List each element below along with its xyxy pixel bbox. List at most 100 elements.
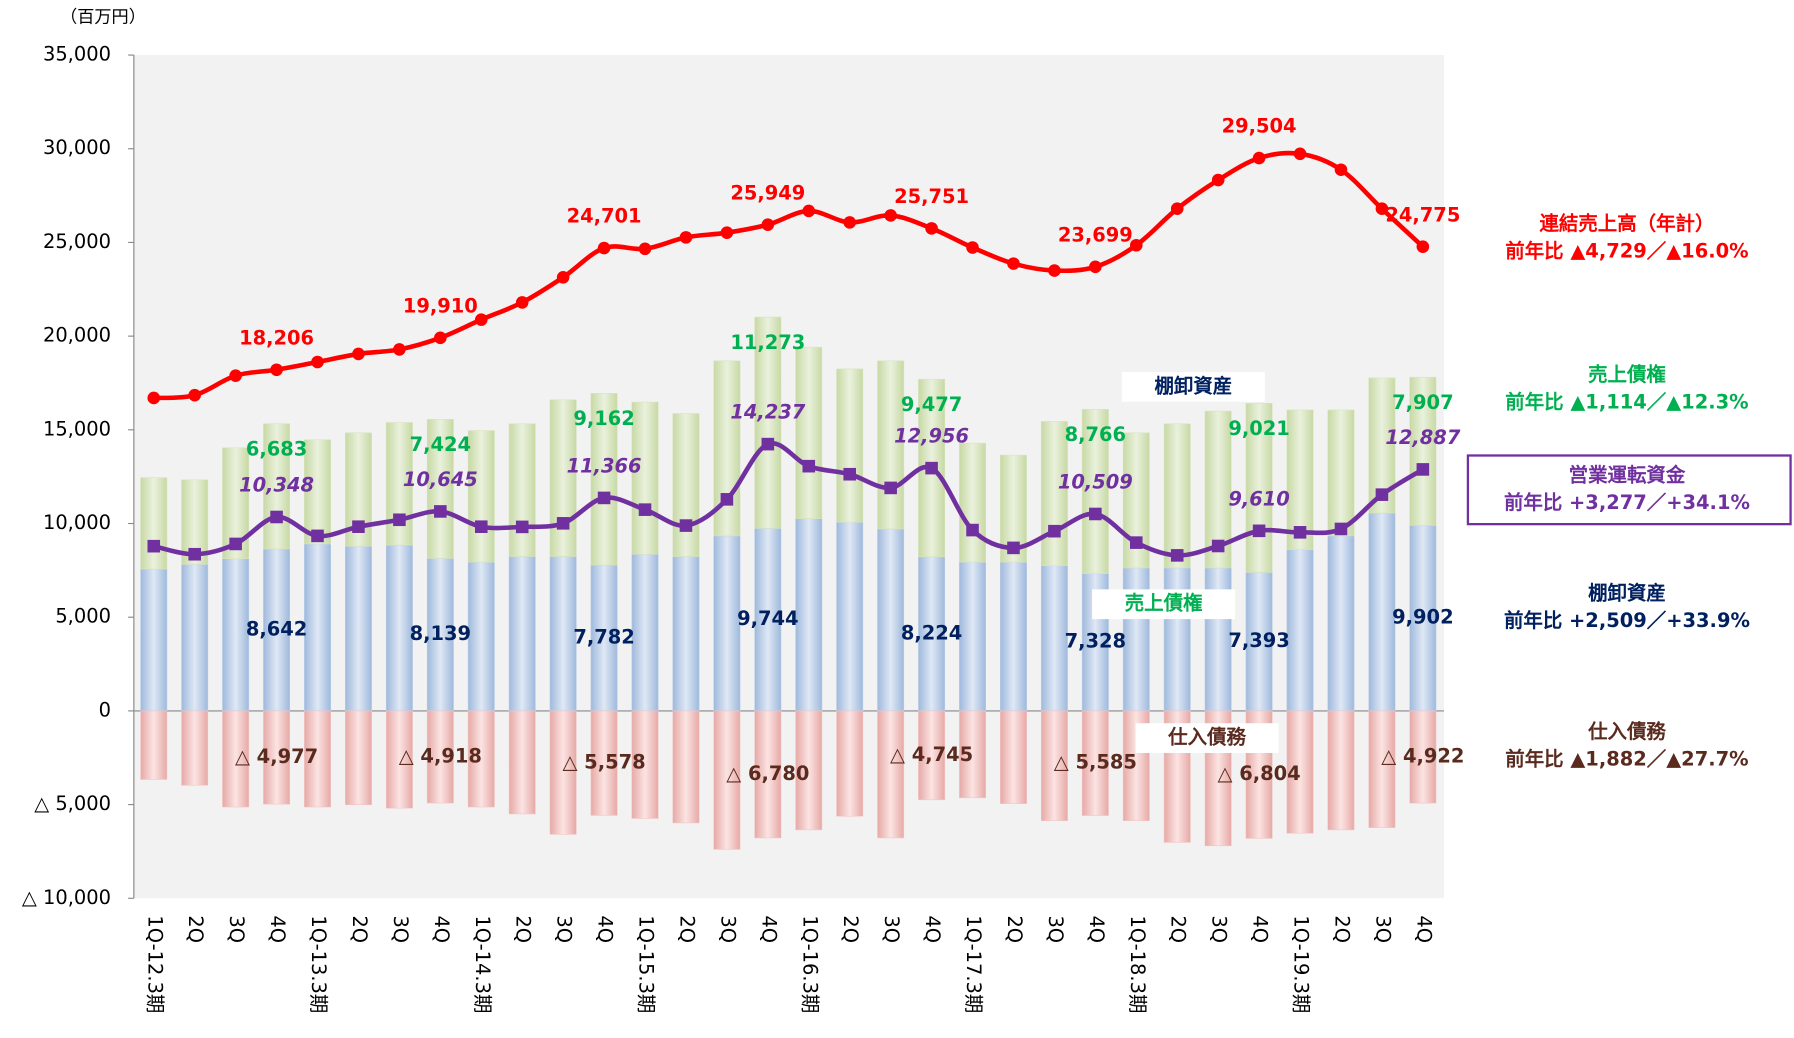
y-tick-label: 35,000 — [43, 43, 111, 66]
bar — [877, 360, 905, 530]
marker — [556, 270, 570, 284]
marker — [802, 204, 816, 218]
marker — [679, 231, 693, 244]
bar — [140, 568, 168, 712]
data-label: 9,610 — [1228, 487, 1289, 510]
x-tick-label: 4Q — [594, 915, 617, 943]
bar — [140, 477, 168, 570]
marker — [1375, 488, 1389, 501]
data-label: 18,206 — [239, 326, 314, 349]
annotation-note: 前年比 ▲1,882／▲27.7% — [1505, 747, 1748, 770]
bar — [1081, 409, 1109, 574]
y-tick-label: △ 10,000 — [22, 886, 111, 909]
bar — [959, 561, 986, 712]
bar — [836, 521, 864, 712]
data-label: 9,902 — [1392, 606, 1453, 629]
x-tick-label: 2Q — [1167, 915, 1190, 943]
bar — [1000, 561, 1027, 712]
marker — [434, 505, 447, 518]
x-tick-label: 1Q-12.3期 — [143, 915, 166, 1013]
bar — [795, 346, 823, 519]
x-tick-label: 1Q-15.3期 — [635, 915, 658, 1013]
bar — [549, 399, 577, 557]
marker — [556, 517, 570, 530]
x-tick-label: 3Q — [553, 915, 576, 943]
data-label: 7,424 — [410, 433, 471, 456]
data-label: △ 5,585 — [1054, 751, 1137, 774]
marker — [1129, 238, 1143, 252]
bar — [467, 430, 495, 563]
bar — [1409, 376, 1437, 526]
bar — [672, 413, 700, 557]
marker — [597, 491, 611, 505]
data-label: △ 5,578 — [562, 751, 645, 774]
marker — [966, 241, 979, 254]
data-label: △ 4,977 — [235, 745, 318, 768]
marker — [515, 520, 529, 534]
data-label: 8,766 — [1065, 423, 1126, 446]
data-label: 23,699 — [1058, 223, 1133, 246]
x-tick-label: 3Q — [389, 915, 412, 943]
y-tick-label: △ 5,000 — [34, 792, 111, 815]
bar — [1409, 710, 1437, 804]
x-tick-label: 4Q — [1412, 915, 1435, 943]
y-tick-label: 25,000 — [43, 230, 111, 253]
data-label: △ 6,804 — [1217, 762, 1300, 785]
annotation-note: 前年比 ▲1,114／▲12.3% — [1505, 390, 1748, 413]
data-label: 10,645 — [403, 468, 478, 491]
marker — [1334, 163, 1348, 177]
x-tick-label: 2Q — [184, 915, 207, 943]
bar — [1245, 572, 1273, 712]
x-tick-label: 2Q — [675, 915, 698, 943]
bar — [672, 710, 700, 824]
bar — [631, 553, 659, 712]
bar — [1040, 565, 1068, 712]
bar — [1286, 549, 1314, 712]
bar — [467, 710, 495, 808]
data-label: △ 4,922 — [1381, 745, 1464, 768]
bar — [304, 543, 331, 712]
marker — [188, 547, 201, 561]
bar — [385, 544, 413, 712]
data-label: 14,237 — [730, 401, 805, 424]
marker — [474, 313, 488, 326]
data-label: 12,956 — [894, 425, 969, 448]
marker — [1293, 147, 1307, 161]
bar — [508, 710, 536, 815]
bar — [918, 710, 946, 801]
bar — [795, 710, 823, 831]
annotation-note: 前年比 +2,509／+33.9% — [1504, 609, 1750, 632]
bar — [1327, 535, 1355, 712]
bar — [1000, 710, 1027, 804]
x-tick-label: 3Q — [716, 915, 739, 943]
bar — [1368, 710, 1396, 828]
x-tick-label: 4Q — [921, 915, 944, 943]
x-tick-label: 2Q — [348, 915, 371, 943]
marker — [393, 513, 406, 527]
x-tick-label: 1Q-17.3期 — [962, 915, 985, 1013]
marker — [638, 242, 652, 256]
data-label: 11,366 — [567, 455, 642, 478]
data-label: 11,273 — [730, 331, 805, 354]
bar — [1327, 710, 1355, 831]
marker — [884, 481, 897, 495]
bar — [1040, 710, 1068, 821]
bar — [836, 368, 864, 523]
bar — [140, 710, 168, 780]
unit-label: （百万円） — [60, 7, 146, 27]
bar — [754, 316, 782, 529]
bar — [508, 556, 536, 712]
annotation-box — [1466, 454, 1792, 526]
x-tick-label: 4Q — [430, 915, 453, 943]
bar — [1245, 403, 1273, 573]
bar — [549, 710, 577, 835]
marker — [515, 296, 529, 309]
bar — [385, 710, 413, 809]
bar — [713, 710, 741, 850]
bar — [426, 558, 454, 712]
annotation-note: 前年比 ▲4,729／▲16.0% — [1505, 239, 1748, 262]
annotation-title: 営業運転資金 — [1569, 464, 1686, 487]
data-label: 9,477 — [901, 393, 962, 416]
